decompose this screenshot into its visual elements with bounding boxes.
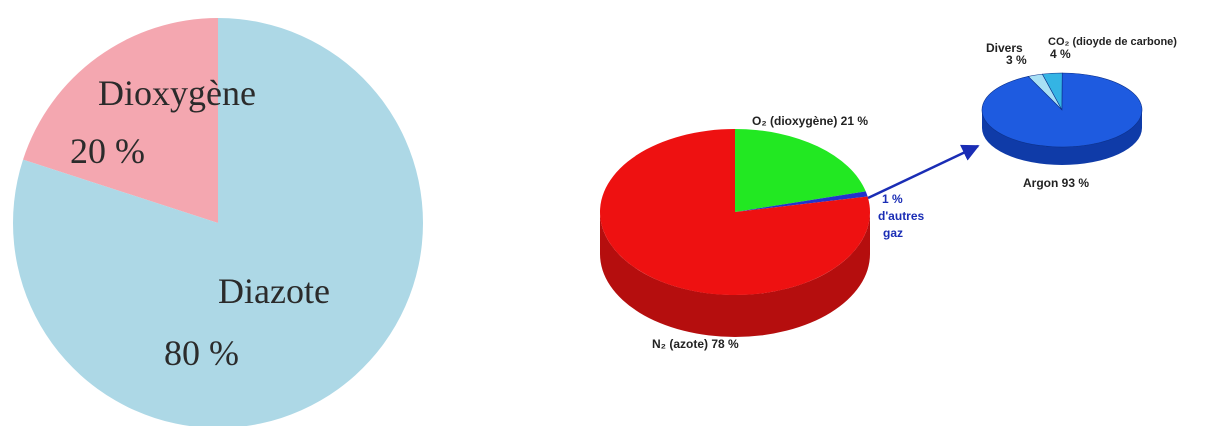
pie2-callout-line2: d'autres — [878, 209, 925, 223]
pie2-label-o2: O₂ (dioxygène) 21 % — [752, 114, 868, 128]
pie3-value-divers: 3 % — [1006, 53, 1027, 67]
pie2-callout-line1: 1 % — [882, 192, 903, 206]
pie-slice-diazote — [13, 18, 423, 426]
pie-slice-dioxyg-ne — [23, 18, 218, 223]
pie-chart-3 — [981, 72, 1143, 165]
pie3-value-co2: 4 % — [1050, 47, 1071, 61]
pie1-label-diazote: Diazote — [218, 271, 330, 311]
pie2-callout-line3: gaz — [883, 226, 903, 240]
pie-chart-2 — [600, 129, 870, 337]
pie-side-band — [600, 212, 870, 337]
pie3-label-argon: Argon 93 % — [1023, 176, 1089, 190]
pie2-label-n2: N₂ (azote) 78 % — [652, 337, 739, 351]
pie2-to-pie3-arrow — [867, 144, 980, 200]
pie3-label-co2: CO₂ (dioyde de carbone) — [1048, 36, 1177, 48]
pie-chart-1 — [13, 18, 423, 426]
pie-slice-o-dioxyg-ne-21 — [735, 129, 866, 212]
pie-slice-argon-93 — [981, 72, 1143, 148]
pie-side-band — [982, 110, 1142, 165]
pie-slice-n-azote-78 — [600, 129, 870, 295]
pie1-label-dioxygene: Dioxygène — [98, 73, 256, 113]
pie3-label-divers: Divers — [986, 41, 1023, 55]
pie1-value-diazote: 80 % — [164, 333, 239, 373]
pie1-value-dioxygene: 20 % — [70, 131, 145, 171]
pie-slice-1 — [735, 191, 868, 212]
